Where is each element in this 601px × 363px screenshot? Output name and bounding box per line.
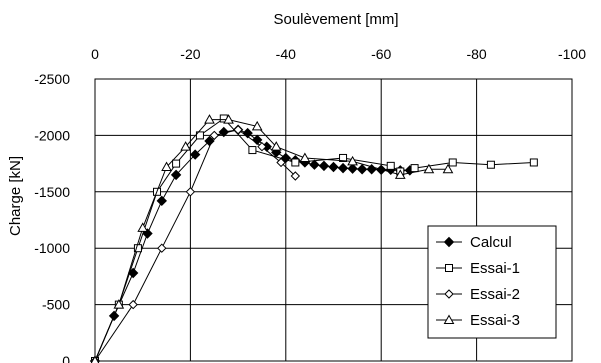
data-point (189, 149, 201, 160)
data-point (356, 164, 368, 175)
legend-marker (443, 236, 455, 248)
data-point (251, 120, 263, 131)
data-point (195, 131, 204, 140)
x-axis-title: Soulèvement [mm] (273, 11, 398, 28)
data-point (290, 171, 301, 181)
y-tick-label: -2500 (34, 71, 70, 87)
data-point (394, 169, 406, 179)
x-tick-label: 0 (91, 46, 99, 62)
x-tick-label: -100 (558, 46, 586, 62)
data-point (347, 155, 358, 166)
data-point (328, 161, 339, 173)
y-tick-label: -500 (42, 297, 70, 313)
x-axis-tick-labels: 0 -20 -40 -60 -80 -100 (91, 46, 586, 62)
data-point (276, 157, 286, 168)
legend-label: Essai-1 (470, 260, 520, 277)
data-point (180, 141, 191, 151)
series-line (94, 129, 296, 362)
data-point (442, 163, 454, 174)
data-point (529, 158, 538, 167)
data-point (128, 299, 138, 310)
data-point (137, 222, 149, 232)
data-point (410, 164, 419, 173)
data-point (157, 243, 167, 253)
y-tick-label: -1000 (34, 240, 70, 256)
data-point (218, 126, 229, 138)
data-point (257, 141, 267, 152)
data-point (172, 159, 181, 168)
x-tick-label: -60 (371, 46, 391, 62)
data-point (233, 125, 243, 135)
data-point (270, 141, 282, 151)
legend-item: Calcul (436, 234, 512, 251)
legend-item: Essai-2 (436, 286, 520, 303)
data-point (339, 153, 348, 162)
data-point (185, 187, 196, 197)
data-point (248, 146, 257, 155)
y-tick-label: -1500 (34, 184, 70, 200)
legend-item: Essai-1 (436, 260, 520, 277)
legend-label: Essai-2 (470, 286, 520, 303)
y-tick-label: -2000 (34, 127, 70, 143)
data-point (299, 152, 311, 162)
series-essai-2 (90, 125, 301, 363)
data-point (161, 161, 172, 171)
data-point (113, 299, 125, 309)
data-point (291, 158, 300, 167)
data-point (486, 160, 495, 169)
series-essai-3 (90, 114, 454, 363)
data-point (156, 195, 167, 207)
legend-marker (443, 314, 455, 324)
x-tick-label: -80 (466, 46, 486, 62)
legend-marker (444, 289, 454, 299)
legend-label: Calcul (470, 234, 512, 251)
data-point (223, 114, 234, 124)
data-point (337, 162, 349, 174)
data-point (386, 161, 395, 170)
legend-label: Essai-3 (470, 312, 520, 329)
legend-marker (445, 264, 453, 272)
data-point (209, 130, 219, 141)
series-layer (89, 114, 538, 363)
data-point (318, 160, 330, 172)
x-tick-label: -40 (276, 46, 296, 62)
legend-item: Essai-3 (436, 312, 520, 329)
data-point (170, 169, 182, 181)
series-essai-1 (91, 114, 538, 363)
data-point (309, 159, 320, 170)
data-point (448, 158, 457, 167)
series-line (94, 119, 448, 362)
y-tick-label: 0 (62, 353, 70, 363)
data-point (204, 114, 215, 124)
plot-area-frame (94, 78, 573, 362)
legend: Calcul Essai-1 Essai-2 Essai-3 (427, 225, 557, 339)
y-axis-title: Charge [kN] (7, 156, 24, 236)
data-point (423, 163, 435, 174)
x-tick-label: -20 (180, 46, 200, 62)
y-axis-tick-labels: 0 -500 -1000 -1500 -2000 -2500 (34, 71, 70, 363)
data-point (347, 163, 358, 174)
data-point (90, 355, 100, 363)
